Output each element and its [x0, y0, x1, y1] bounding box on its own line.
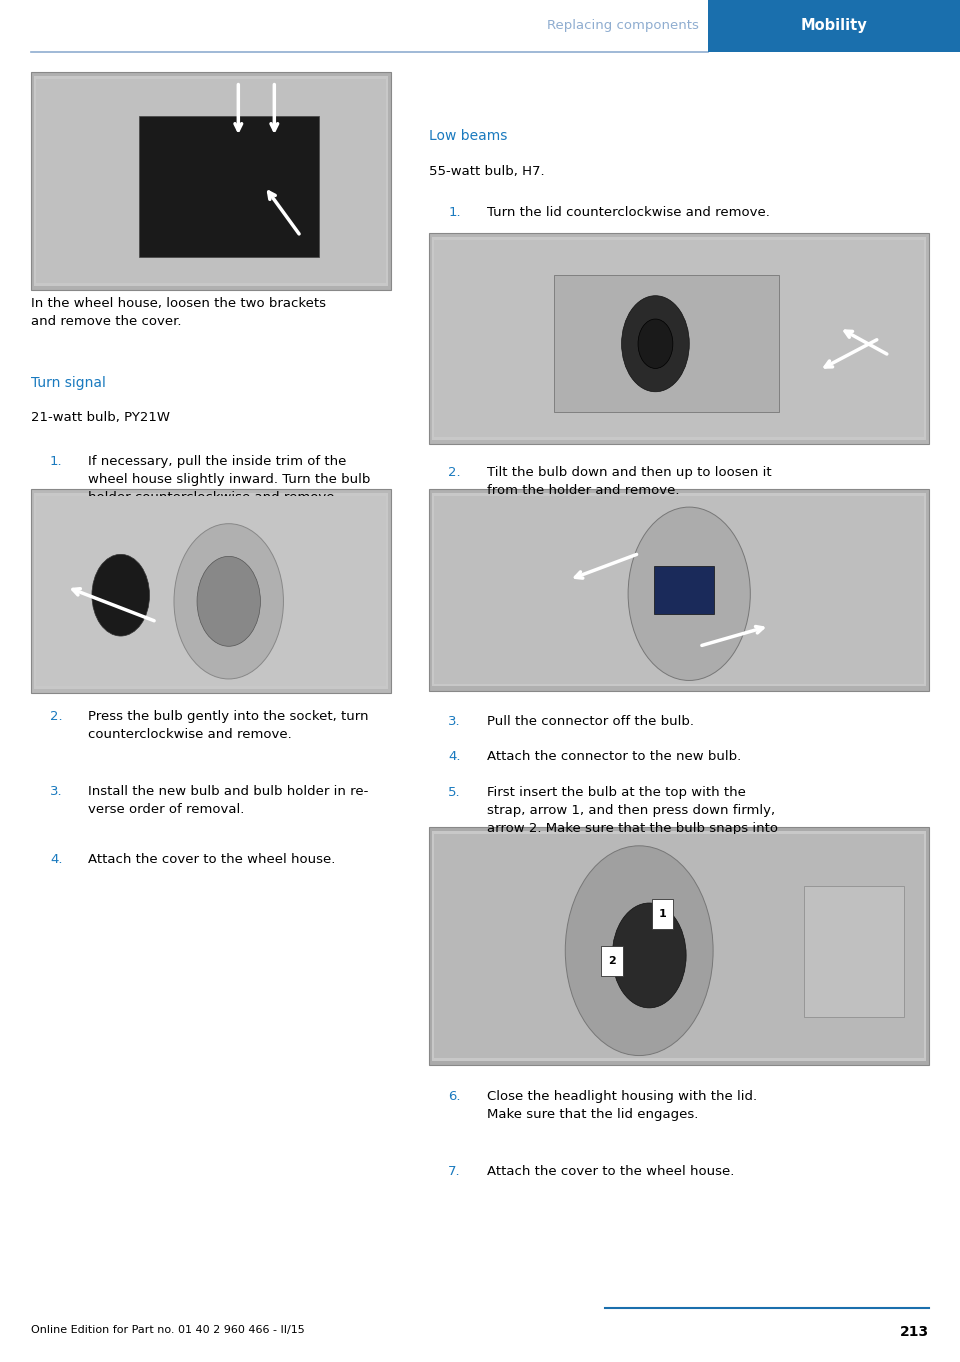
Text: Replacing components: Replacing components — [547, 19, 699, 33]
Text: 7.: 7. — [448, 1165, 461, 1178]
Text: 1.: 1. — [50, 455, 62, 469]
Bar — [804, 887, 904, 1017]
Text: Online Edition for Part no. 01 40 2 960 466 - II/15: Online Edition for Part no. 01 40 2 960 … — [31, 1325, 304, 1335]
Bar — [432, 493, 926, 686]
Bar — [432, 831, 926, 1061]
Text: Low beams: Low beams — [429, 129, 508, 143]
Bar — [434, 834, 924, 1058]
Text: 6.: 6. — [448, 1090, 461, 1103]
Bar — [434, 240, 924, 437]
Bar — [432, 237, 926, 440]
Text: 3.: 3. — [50, 785, 62, 798]
Text: 5.: 5. — [448, 786, 461, 799]
Bar — [429, 827, 929, 1065]
Bar — [31, 489, 391, 693]
Text: 21-watt bulb, PY21W: 21-watt bulb, PY21W — [31, 411, 170, 425]
Bar — [708, 0, 960, 52]
Text: 4.: 4. — [50, 853, 62, 866]
Circle shape — [628, 507, 751, 681]
Circle shape — [565, 846, 713, 1056]
Text: 213: 213 — [900, 1325, 929, 1339]
Circle shape — [638, 319, 673, 369]
Text: Tilt the bulb down and then up to loosen it
from the holder and remove.: Tilt the bulb down and then up to loosen… — [487, 466, 771, 497]
Text: 1.: 1. — [448, 206, 461, 219]
Text: Attach the connector to the new bulb.: Attach the connector to the new bulb. — [487, 750, 741, 764]
Circle shape — [612, 903, 686, 1008]
Text: Turn signal: Turn signal — [31, 376, 106, 390]
Text: In the wheel house, loosen the two brackets
and remove the cover.: In the wheel house, loosen the two brack… — [31, 297, 325, 328]
Text: 4.: 4. — [448, 750, 461, 764]
Bar — [602, 947, 623, 977]
Text: Attach the cover to the wheel house.: Attach the cover to the wheel house. — [88, 853, 336, 866]
Bar — [429, 489, 929, 691]
Bar — [34, 76, 388, 286]
Text: Press the bulb gently into the socket, turn
counterclockwise and remove.: Press the bulb gently into the socket, t… — [88, 710, 369, 741]
Text: 3.: 3. — [448, 715, 461, 729]
Text: 2.: 2. — [50, 710, 62, 723]
Text: 2.: 2. — [448, 466, 461, 479]
Circle shape — [621, 296, 689, 392]
Circle shape — [197, 556, 260, 647]
Bar — [554, 275, 780, 413]
Text: 55-watt bulb, H7.: 55-watt bulb, H7. — [429, 165, 544, 178]
Text: Mobility: Mobility — [801, 18, 868, 34]
Bar — [652, 899, 673, 929]
Text: If necessary, pull the inside trim of the
wheel house slightly inward. Turn the : If necessary, pull the inside trim of th… — [88, 455, 371, 504]
Circle shape — [92, 554, 150, 636]
Text: Pull the connector off the bulb.: Pull the connector off the bulb. — [487, 715, 694, 729]
Bar — [429, 233, 929, 444]
Circle shape — [174, 523, 283, 680]
Bar — [138, 116, 319, 257]
Text: Close the headlight housing with the lid.
Make sure that the lid engages.: Close the headlight housing with the lid… — [487, 1090, 756, 1121]
Text: 2: 2 — [609, 956, 616, 966]
Bar — [654, 565, 714, 614]
Text: First insert the bulb at the top with the
strap, arrow 1, and then press down fi: First insert the bulb at the top with th… — [487, 786, 778, 853]
Text: Turn the lid counterclockwise and remove.: Turn the lid counterclockwise and remove… — [487, 206, 770, 219]
Bar — [36, 79, 386, 283]
Bar — [31, 72, 391, 290]
Text: Install the new bulb and bulb holder in re-
verse order of removal.: Install the new bulb and bulb holder in … — [88, 785, 369, 816]
Text: 1: 1 — [659, 908, 666, 918]
Bar — [434, 496, 924, 684]
Bar — [34, 493, 388, 689]
Bar — [36, 496, 386, 686]
Text: Attach the cover to the wheel house.: Attach the cover to the wheel house. — [487, 1165, 734, 1178]
